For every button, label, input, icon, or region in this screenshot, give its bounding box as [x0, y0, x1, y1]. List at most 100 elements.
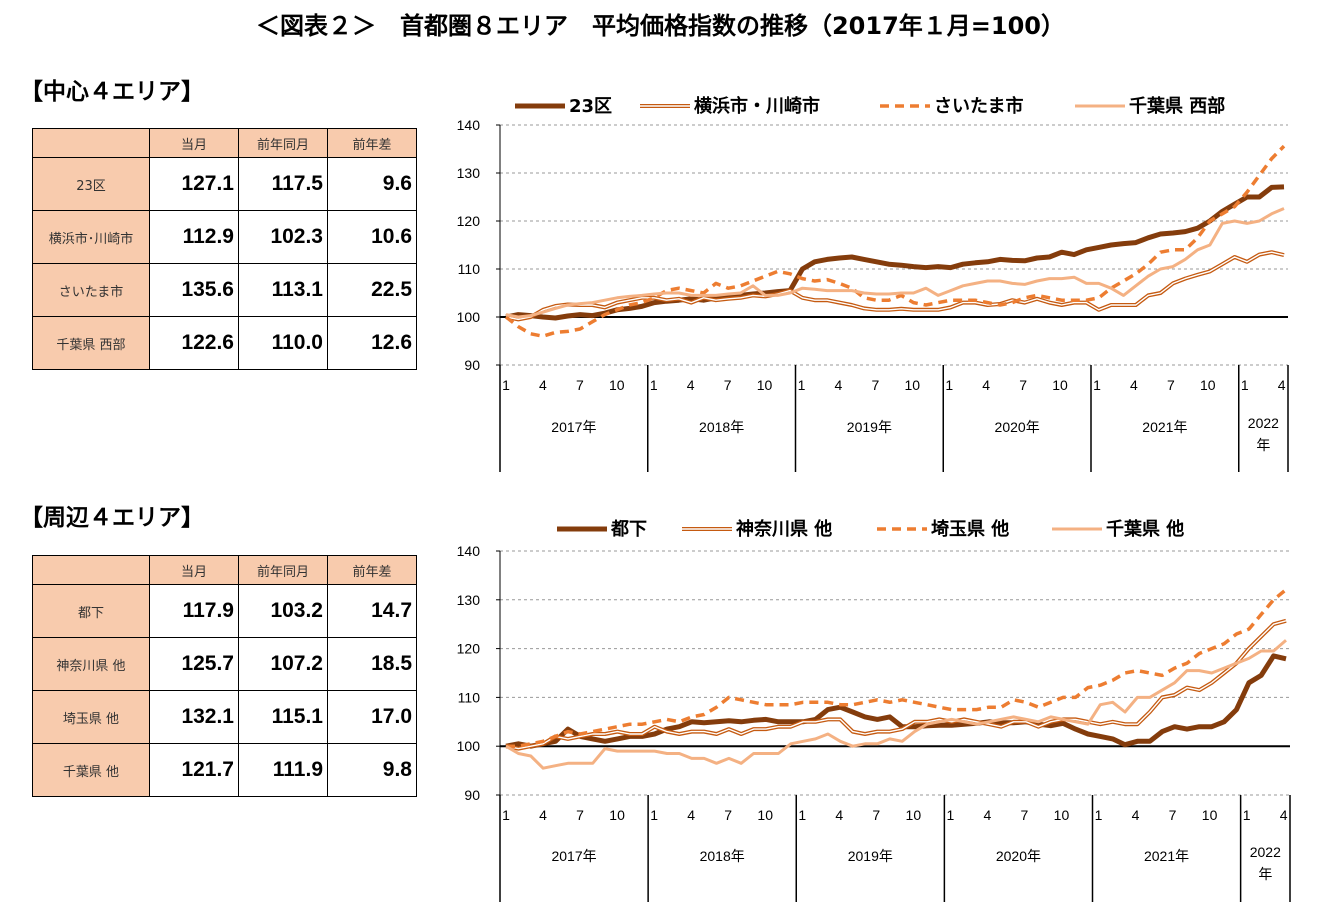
month-tick-label: 7: [724, 807, 732, 823]
month-tick-label: 10: [1202, 807, 1218, 823]
legend-label: 埼玉県 他: [931, 518, 1009, 540]
month-tick-label: 4: [984, 807, 992, 823]
series-line-dark: [505, 653, 1287, 749]
legend-label: 千葉県 他: [1106, 518, 1184, 540]
series-line-light: [505, 639, 1287, 770]
value-cell: 111.9: [238, 743, 328, 797]
series-line-dark: [505, 184, 1285, 321]
area-name-cell: 23区: [32, 157, 150, 211]
section-heading-peripheral: 【周辺４エリア】: [20, 505, 204, 531]
series-line-double: [505, 620, 1287, 750]
month-tick-label: 10: [1054, 807, 1070, 823]
y-tick-label: 110: [458, 689, 481, 705]
y-tick-label: 120: [457, 641, 481, 657]
month-tick-label: 4: [539, 807, 547, 823]
value-cell: 103.2: [238, 584, 328, 638]
table-row: 埼玉県 他 132.1 115.1 17.0: [32, 690, 417, 744]
value-cell: 122.6: [149, 316, 239, 370]
year-label: 2022年: [1247, 415, 1279, 453]
month-tick-label: 7: [1021, 807, 1029, 823]
month-tick-label: 10: [609, 807, 625, 823]
y-tick-label: 100: [457, 738, 481, 754]
value-cell: 132.1: [149, 690, 239, 744]
area-name-cell: さいたま市: [32, 263, 150, 317]
month-tick-label: 1: [502, 377, 510, 393]
y-tick-label: 140: [457, 543, 481, 559]
area-name-cell: 千葉県 他: [32, 743, 150, 797]
month-tick-label: 4: [982, 377, 990, 393]
year-label: 2021年: [1144, 848, 1189, 864]
section-heading-central: 【中心４エリア】: [20, 79, 204, 105]
value-cell: 117.9: [149, 584, 239, 638]
y-tick-label: 130: [457, 165, 481, 181]
year-label: 2018年: [700, 848, 745, 864]
value-cell: 12.6: [327, 316, 417, 370]
month-tick-label: 4: [687, 377, 695, 393]
area-name-cell: 横浜市･川崎市: [32, 210, 150, 264]
month-tick-label: 7: [872, 807, 880, 823]
value-cell: 115.1: [238, 690, 328, 744]
column-header: 前年同月: [238, 128, 328, 158]
year-label: 2017年: [551, 848, 596, 864]
month-tick-label: 10: [757, 807, 773, 823]
month-tick-label: 7: [724, 377, 732, 393]
month-tick-label: 1: [798, 377, 806, 393]
month-tick-label: 4: [1278, 377, 1286, 393]
month-tick-label: 7: [1169, 807, 1177, 823]
month-tick-label: 1: [1243, 807, 1251, 823]
area-name-cell: 神奈川県 他: [32, 637, 150, 691]
value-cell: 127.1: [149, 157, 239, 211]
month-tick-label: 4: [1132, 807, 1140, 823]
column-header: [32, 555, 150, 585]
value-cell: 9.8: [327, 743, 417, 797]
table-header-row: 当月 前年同月 前年差: [32, 128, 417, 158]
value-cell: 110.0: [238, 316, 328, 370]
area-name-cell: 千葉県 西部: [32, 316, 150, 370]
month-tick-label: 1: [502, 807, 510, 823]
series-line-dashed: [506, 588, 1288, 748]
month-tick-label: 1: [650, 377, 658, 393]
y-tick-label: 140: [457, 117, 481, 133]
month-tick-label: 7: [576, 377, 584, 393]
month-tick-label: 10: [906, 807, 922, 823]
month-tick-label: 4: [1130, 377, 1138, 393]
y-tick-label: 110: [458, 261, 481, 277]
month-tick-label: 1: [945, 377, 953, 393]
month-tick-label: 1: [798, 807, 806, 823]
month-tick-label: 4: [539, 377, 547, 393]
month-tick-label: 4: [1280, 807, 1288, 823]
y-tick-label: 120: [457, 213, 481, 229]
y-tick-label: 90: [464, 357, 480, 373]
value-cell: 135.6: [149, 263, 239, 317]
legend-label: 都下: [610, 519, 647, 540]
value-cell: 121.7: [149, 743, 239, 797]
page-title: ＜図表２＞ 首都圏８エリア 平均価格指数の推移（2017年１月=100）: [255, 12, 1065, 40]
legend-label: 23区: [569, 96, 612, 117]
series-line-double: [505, 251, 1285, 321]
month-tick-label: 7: [1019, 377, 1027, 393]
month-tick-label: 4: [835, 377, 843, 393]
area-name-cell: 埼玉県 他: [32, 690, 150, 744]
month-tick-label: 1: [650, 807, 658, 823]
year-label: 2018年: [699, 419, 744, 435]
year-label: 2020年: [995, 419, 1040, 435]
column-header: [32, 128, 150, 158]
month-tick-label: 7: [576, 807, 584, 823]
value-cell: 112.9: [149, 210, 239, 264]
year-label: 2017年: [551, 419, 596, 435]
year-label: 2022年: [1249, 844, 1281, 882]
y-tick-label: 90: [464, 787, 480, 803]
month-tick-label: 10: [609, 377, 625, 393]
legend-label: さいたま市: [934, 95, 1023, 117]
month-tick-label: 10: [905, 377, 921, 393]
month-tick-label: 10: [757, 377, 773, 393]
table-row: 神奈川県 他 125.7 107.2 18.5: [32, 637, 417, 691]
y-tick-label: 130: [457, 592, 481, 608]
central-table: 当月 前年同月 前年差 23区 127.1 117.5 9.6 横浜市･川崎市 112.9 102…: [32, 128, 417, 370]
value-cell: 117.5: [238, 157, 328, 211]
value-cell: 22.5: [327, 263, 417, 317]
month-tick-label: 4: [687, 807, 695, 823]
month-tick-label: 10: [1052, 377, 1068, 393]
